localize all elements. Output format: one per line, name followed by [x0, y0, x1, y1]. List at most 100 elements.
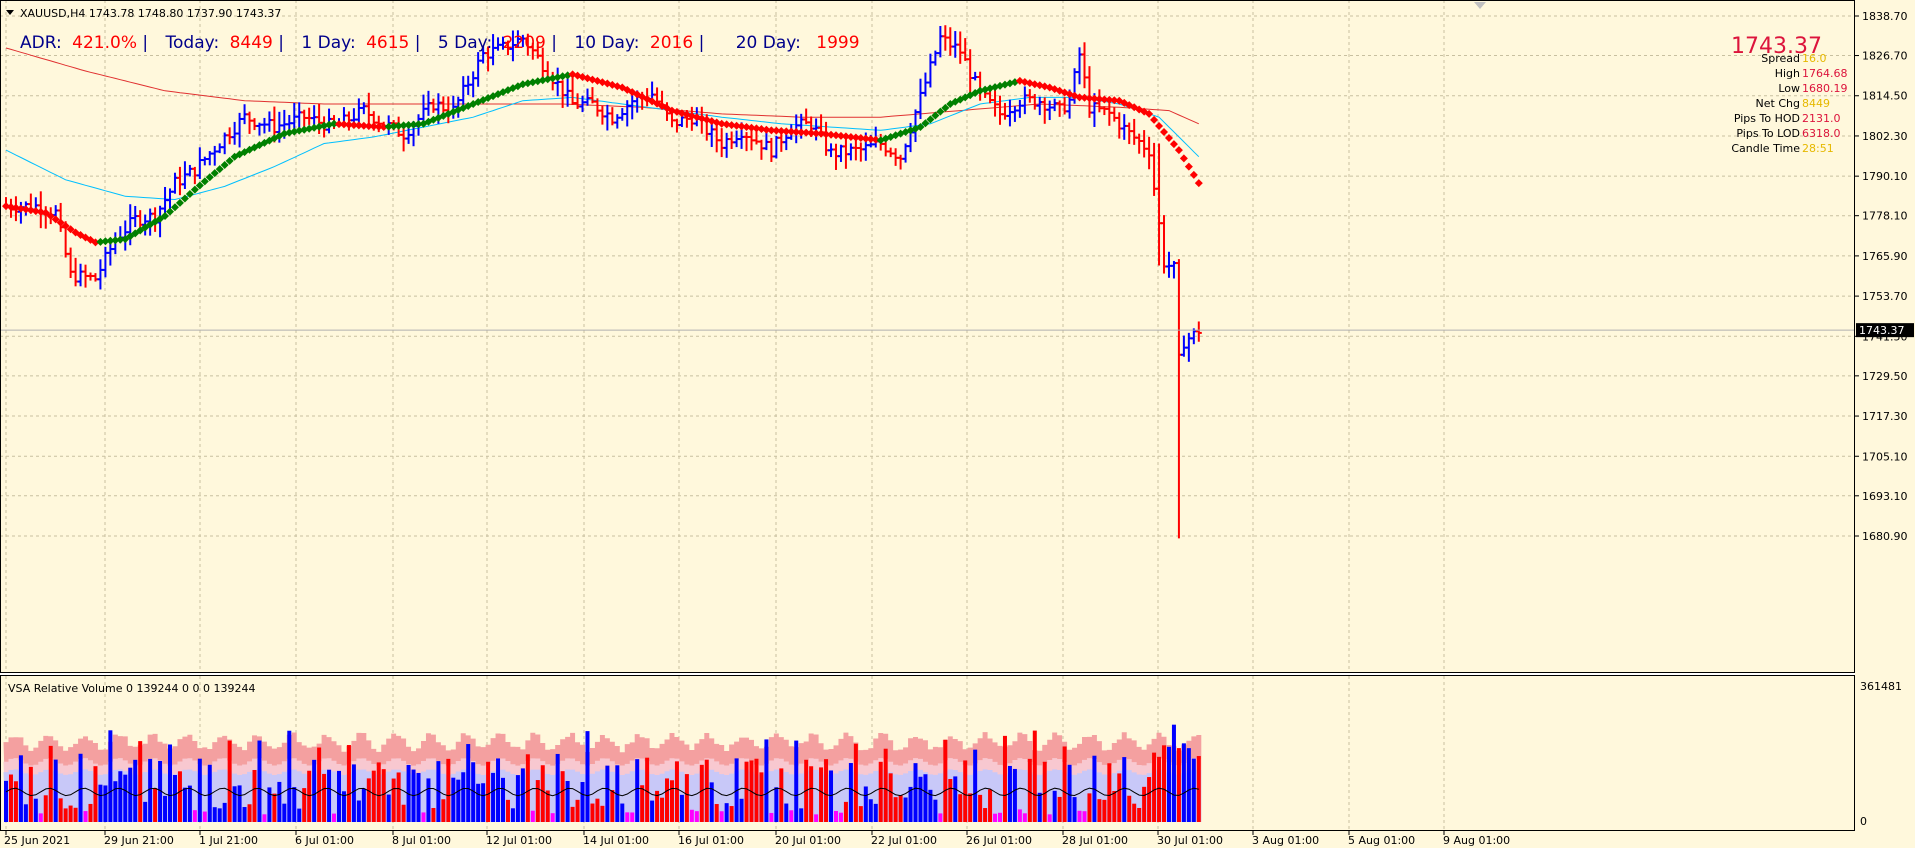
volume-bar [689, 809, 694, 822]
ma-dot [26, 206, 35, 215]
day20-value: 1999 [816, 33, 859, 53]
volume-bar [1137, 807, 1142, 822]
volume-bar [565, 780, 570, 822]
info-row-label: Low [1778, 82, 1800, 95]
ma-dot [369, 122, 378, 131]
ma-dot [344, 120, 353, 129]
volume-bar [1102, 799, 1107, 822]
volume-bar [386, 794, 391, 822]
volume-bar [207, 764, 212, 822]
volume-bar [1181, 743, 1186, 822]
ma-dot [1105, 95, 1114, 104]
volume-bar [446, 758, 451, 822]
volume-bar [789, 810, 794, 822]
adr-label: ADR: [20, 33, 62, 53]
day5-label: 5 Day: [438, 33, 492, 53]
volume-bar [501, 777, 505, 822]
volume-bar [172, 774, 177, 822]
volume-bar [814, 814, 819, 822]
ma-dot [1169, 140, 1178, 149]
volume-bar [1132, 803, 1137, 822]
info-row-label: Pips To HOD [1734, 112, 1800, 125]
volume-bar [113, 781, 118, 822]
ma-dot [394, 121, 403, 130]
adr-value: 421.0% [72, 33, 137, 53]
ma-dot [414, 120, 423, 129]
ma-dot [1090, 94, 1099, 103]
symbol-dropdown-icon[interactable] [6, 10, 14, 15]
volume-bar [227, 740, 232, 822]
volume-bar [968, 793, 973, 822]
ma-trend-dots [2, 70, 1203, 247]
price-tick-label: 1814.50 [1862, 90, 1908, 103]
ma-dot [379, 123, 388, 132]
ma-dot [404, 120, 413, 129]
volume-bar [1042, 761, 1047, 822]
volume-bar [719, 811, 724, 822]
ma-dot [384, 122, 393, 131]
volume-bar [312, 759, 317, 822]
volume-bar [665, 778, 670, 822]
volume-bar [694, 811, 699, 822]
chart-shift-marker [1474, 2, 1486, 9]
ma-dot [96, 237, 105, 246]
ma-dot [66, 225, 75, 234]
ma-dot [762, 125, 771, 134]
ma-dot [1075, 93, 1084, 102]
volume-bar [903, 797, 908, 822]
volume-bar [1062, 746, 1067, 822]
ma-dot [717, 119, 726, 128]
ma-dot [21, 205, 30, 214]
price-tick-label: 1826.70 [1862, 50, 1908, 63]
volume-bar [560, 771, 565, 822]
volume-bar [625, 812, 630, 822]
ma-dot [841, 132, 850, 141]
day20-label: 20 Day: [736, 33, 801, 53]
current-price-tag-bg [1856, 323, 1914, 338]
time-axis-background [0, 831, 1915, 848]
volume-bar [878, 761, 883, 822]
volume-bar [1012, 768, 1017, 822]
ma-dot [106, 236, 115, 245]
volume-bar [163, 795, 168, 822]
ma-dot [1110, 96, 1119, 105]
info-row-label: Spread [1761, 52, 1800, 65]
volume-bar [893, 797, 898, 822]
volume-bar [108, 730, 113, 822]
indicator-scale-bottom: 0 [1860, 815, 1867, 828]
info-row-value: 28:51 [1802, 142, 1834, 155]
day10-value: 2016 [650, 33, 693, 53]
time-tick-label: 9 Aug 01:00 [1443, 834, 1510, 847]
volume-bar [232, 786, 237, 822]
volume-bar [540, 765, 545, 822]
volume-bar [267, 787, 272, 822]
indicator-title: VSA Relative Volume 0 139244 0 0 0 13924… [8, 682, 255, 695]
ma-dot [787, 127, 796, 136]
volume-bar [277, 781, 282, 822]
ma-dot [1184, 162, 1193, 171]
volume-bar [714, 804, 719, 822]
volume-bar [426, 778, 431, 822]
volume-bar [1171, 724, 1176, 822]
volume-bar [98, 784, 103, 822]
ma-dot [1160, 127, 1169, 136]
volume-bar [863, 786, 868, 822]
volume-bar [431, 807, 436, 822]
time-tick-label: 30 Jul 01:00 [1157, 834, 1223, 847]
ma-dot [1155, 121, 1164, 130]
volume-bar [635, 759, 640, 822]
symbol-info: XAUUSD,H4 1743.78 1748.80 1737.90 1743.3… [20, 7, 281, 20]
ma-dot [931, 111, 940, 120]
volume-bar [983, 808, 988, 822]
volume-bar [759, 772, 764, 822]
volume-bar [505, 799, 510, 822]
ma-dot [782, 127, 791, 136]
volume-bar [784, 803, 789, 822]
ma-dot [116, 235, 125, 244]
volume-bar [322, 773, 327, 822]
info-row-label: High [1775, 67, 1800, 80]
volume-bar [237, 785, 242, 822]
volume-bar [794, 740, 799, 822]
volume-bar [764, 739, 769, 822]
